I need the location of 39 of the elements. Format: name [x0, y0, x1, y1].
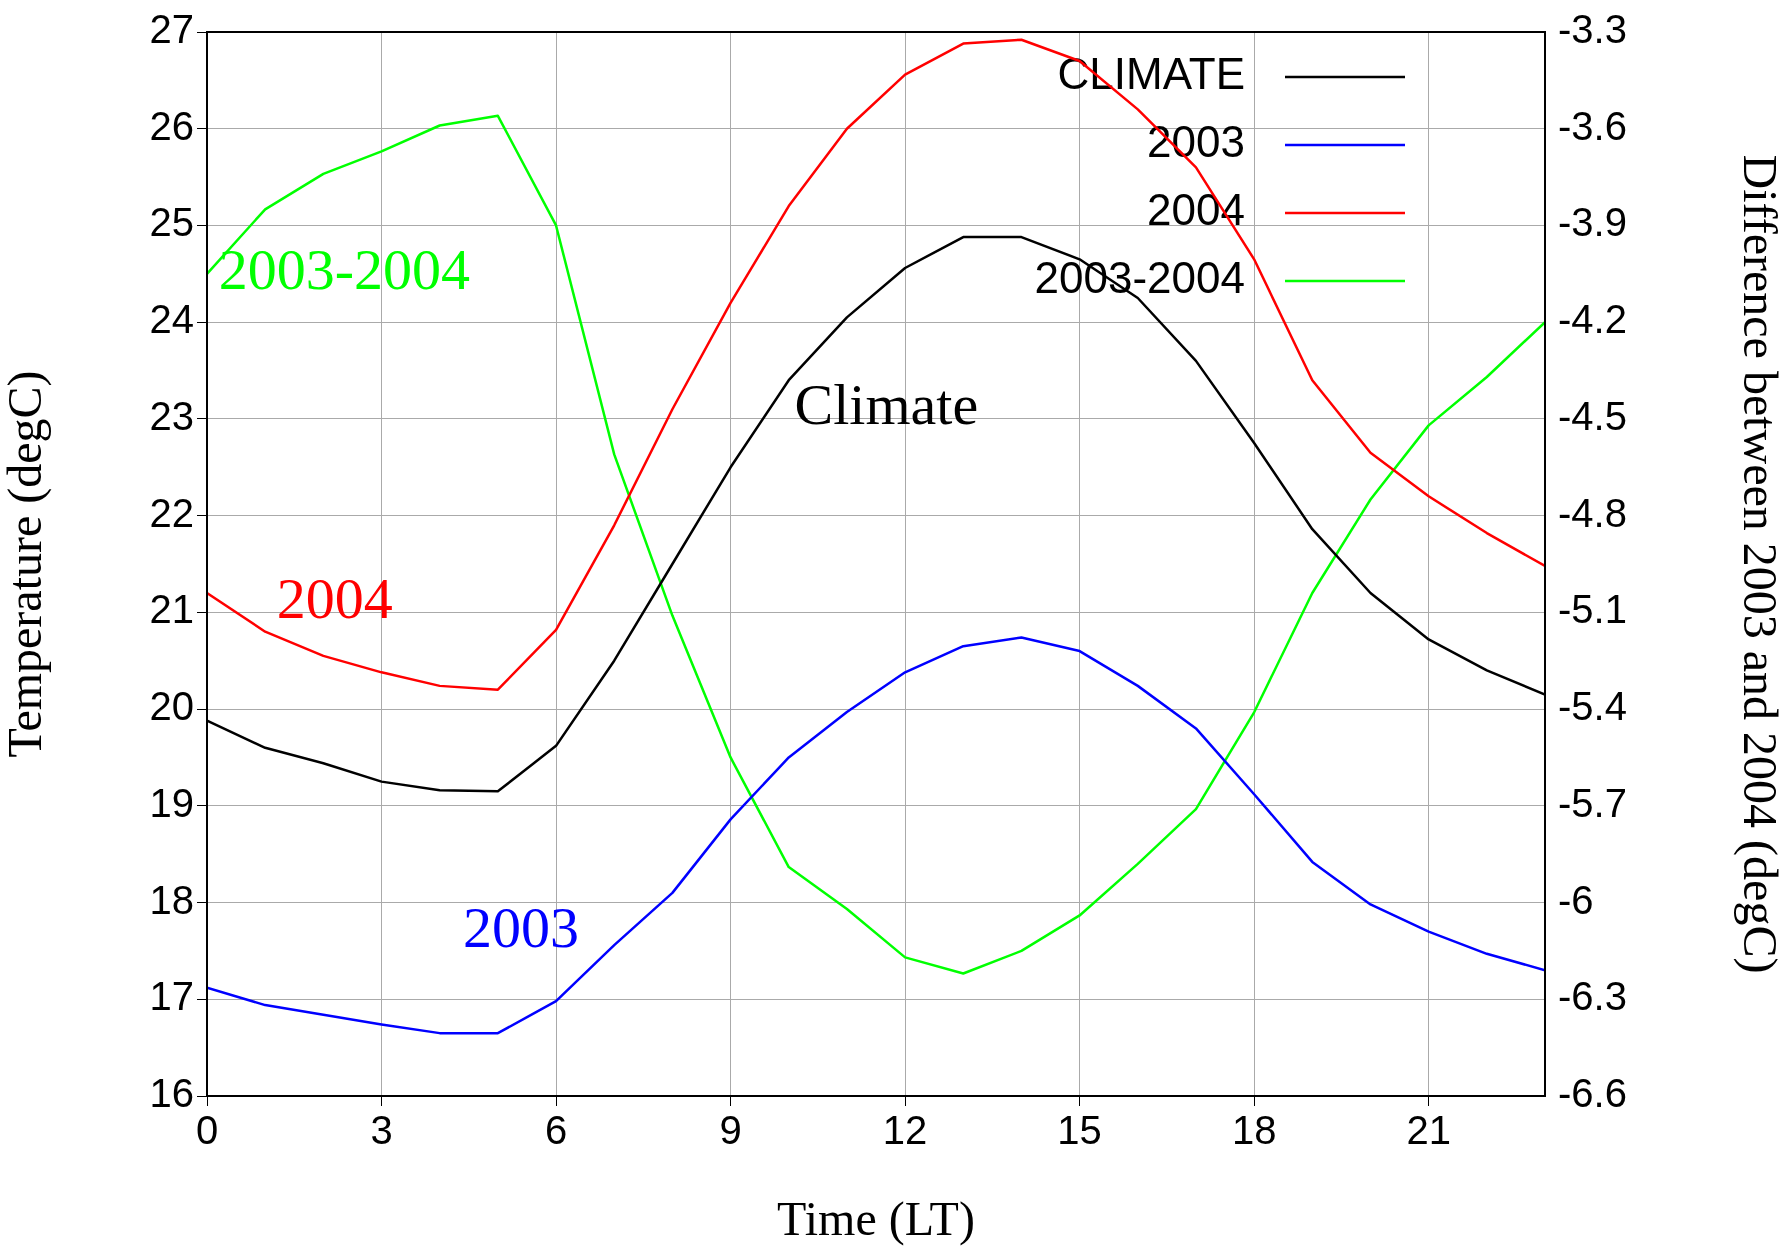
y-tick-label: 23 [149, 393, 194, 438]
annotation: 2004 [276, 565, 393, 631]
y2-tick-label: -5.7 [1558, 780, 1627, 825]
y2-tick-label: -3.9 [1558, 200, 1627, 245]
y2-tick-label: -3.6 [1558, 103, 1627, 148]
x-tick-label: 15 [1057, 1108, 1102, 1153]
y2-tick-label: -6.3 [1558, 974, 1627, 1019]
y2-tick-label: -5.1 [1558, 587, 1627, 632]
y2-tick-label: -3.3 [1558, 7, 1627, 52]
y-tick-label: 24 [149, 297, 194, 342]
y2-tick-label: -4.2 [1558, 297, 1627, 342]
y2-tick-label: -4.5 [1558, 393, 1627, 438]
annotation: 2003-2004 [218, 237, 470, 303]
x-tick-label: 12 [882, 1108, 928, 1153]
x-tick-label: 0 [195, 1108, 219, 1153]
y-axis-title: Temperature (degC) [0, 370, 53, 758]
y2-axis-title: Difference between 2003 and 2004 (degC) [1732, 154, 1785, 974]
x-tick-label: 9 [719, 1108, 742, 1153]
y-tick-label: 26 [149, 103, 194, 148]
y-tick-label: 18 [149, 877, 194, 922]
x-tick-label: 18 [1231, 1108, 1277, 1153]
x-axis-title: Time (LT) [777, 1191, 975, 1246]
x-tick-label: 6 [544, 1108, 568, 1153]
y-tick-label: 19 [149, 780, 194, 825]
y-tick-label: 21 [149, 587, 194, 632]
x-tick-label: 3 [370, 1108, 393, 1153]
y-tick-label: 25 [149, 200, 194, 245]
annotation: 2003 [462, 894, 579, 960]
y2-tick-label: -6.6 [1558, 1071, 1627, 1116]
y-tick-label: 27 [149, 7, 194, 52]
x-tick-label: 21 [1406, 1108, 1451, 1153]
y2-tick-label: -6 [1558, 877, 1594, 922]
y2-tick-label: -5.4 [1558, 684, 1627, 729]
y-tick-label: 22 [149, 490, 194, 535]
y-tick-label: 20 [149, 684, 194, 729]
y-tick-label: 17 [149, 974, 194, 1019]
y2-tick-label: -4.8 [1558, 490, 1627, 535]
annotation: Climate [794, 372, 979, 438]
y-tick-label: 16 [149, 1071, 194, 1116]
